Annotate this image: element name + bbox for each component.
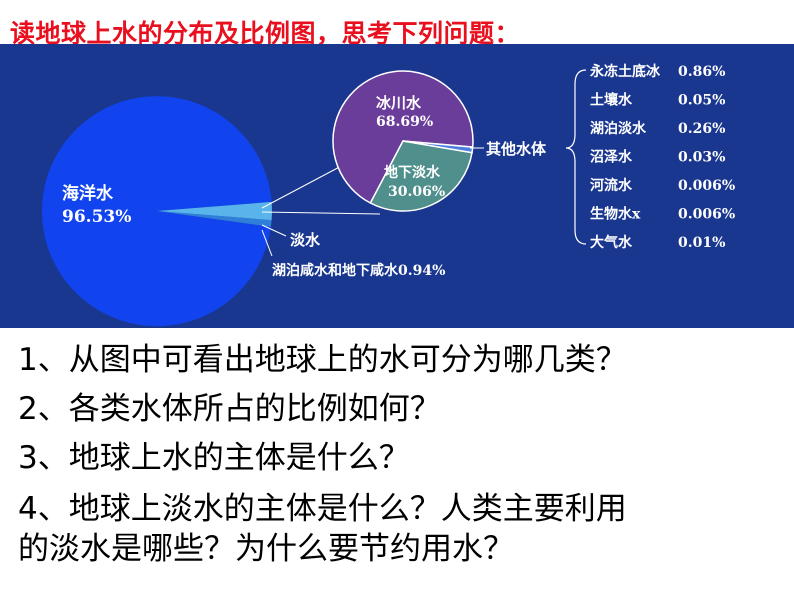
label-other-water: 其他水体 <box>486 140 547 158</box>
label-glacier-value: 68.69% <box>376 114 433 130</box>
pie-slice-glacier <box>332 70 474 205</box>
other-water-value: 0.03% <box>678 150 725 166</box>
label-saline: 湖泊咸水和地下咸水0.94% <box>272 262 445 279</box>
connector-line-bottom <box>261 211 381 215</box>
label-glacier-name: 冰川水 <box>376 94 422 112</box>
other-water-value: 0.006% <box>678 178 735 194</box>
pie-slice-fresh <box>157 201 272 221</box>
other-water-bracket <box>565 69 587 245</box>
chart-panel: 海洋水 96.53% 淡水 湖泊咸水和地下咸水0.94% 冰川水 68.69% … <box>0 44 794 328</box>
question-1: 1、从图中可看出地球上的水可分为哪几类？ <box>18 342 627 378</box>
label-ground-value: 30.06% <box>388 184 445 200</box>
other-water-value: 0.26% <box>678 121 725 137</box>
other-water-name: 沼泽水 <box>590 149 633 166</box>
question-list: 1、从图中可看出地球上的水可分为哪几类？ 2、各类水体所占的比例如何？ 3、地球… <box>18 340 788 569</box>
water-distribution-chart: 海洋水 96.53% 淡水 湖泊咸水和地下咸水0.94% 冰川水 68.69% … <box>41 63 735 327</box>
label-fresh: 淡水 <box>290 231 321 249</box>
other-water-name: 土壤水 <box>590 92 633 109</box>
other-water-name: 河流水 <box>590 177 633 194</box>
label-ground-name: 地下淡水 <box>384 164 441 181</box>
other-water-value: 0.86% <box>678 64 725 80</box>
other-water-list: 永冻土底冰 0.86% 土壤水 0.05% 湖泊淡水 0.26% 沼泽水 0.03% 河流水 0.… <box>589 63 735 251</box>
label-ocean-value: 96.53% <box>62 207 131 227</box>
other-water-name: 湖泊淡水 <box>590 120 647 137</box>
other-water-value: 0.01% <box>678 235 725 251</box>
leader-saline <box>261 229 273 257</box>
question-2: 2、各类水体所占的比例如何？ <box>18 391 441 427</box>
pie-slice-ocean <box>41 96 272 327</box>
other-water-value: 0.05% <box>678 93 725 109</box>
other-water-value: 0.006% <box>678 207 735 223</box>
leader-fresh <box>261 224 287 237</box>
label-ocean-name: 海洋水 <box>62 183 114 204</box>
other-water-name: 永冻土底冰 <box>589 63 661 80</box>
question-3: 3、地球上水的主体是什么？ <box>18 440 410 476</box>
other-water-name: 生物水x <box>590 206 641 223</box>
question-4-cont: 的淡水是哪些？为什么要节约用水？ <box>18 531 514 567</box>
pie-slice-other <box>402 140 474 154</box>
other-water-name: 大气水 <box>590 234 633 251</box>
pie-slice-groundwater <box>369 140 473 212</box>
slide-title: 读地球上水的分布及比例图，思考下列问题： <box>10 19 521 48</box>
pie-slice-saline <box>157 211 272 227</box>
question-4: 4、地球上淡水的主体是什么？人类主要利用 <box>18 491 627 527</box>
